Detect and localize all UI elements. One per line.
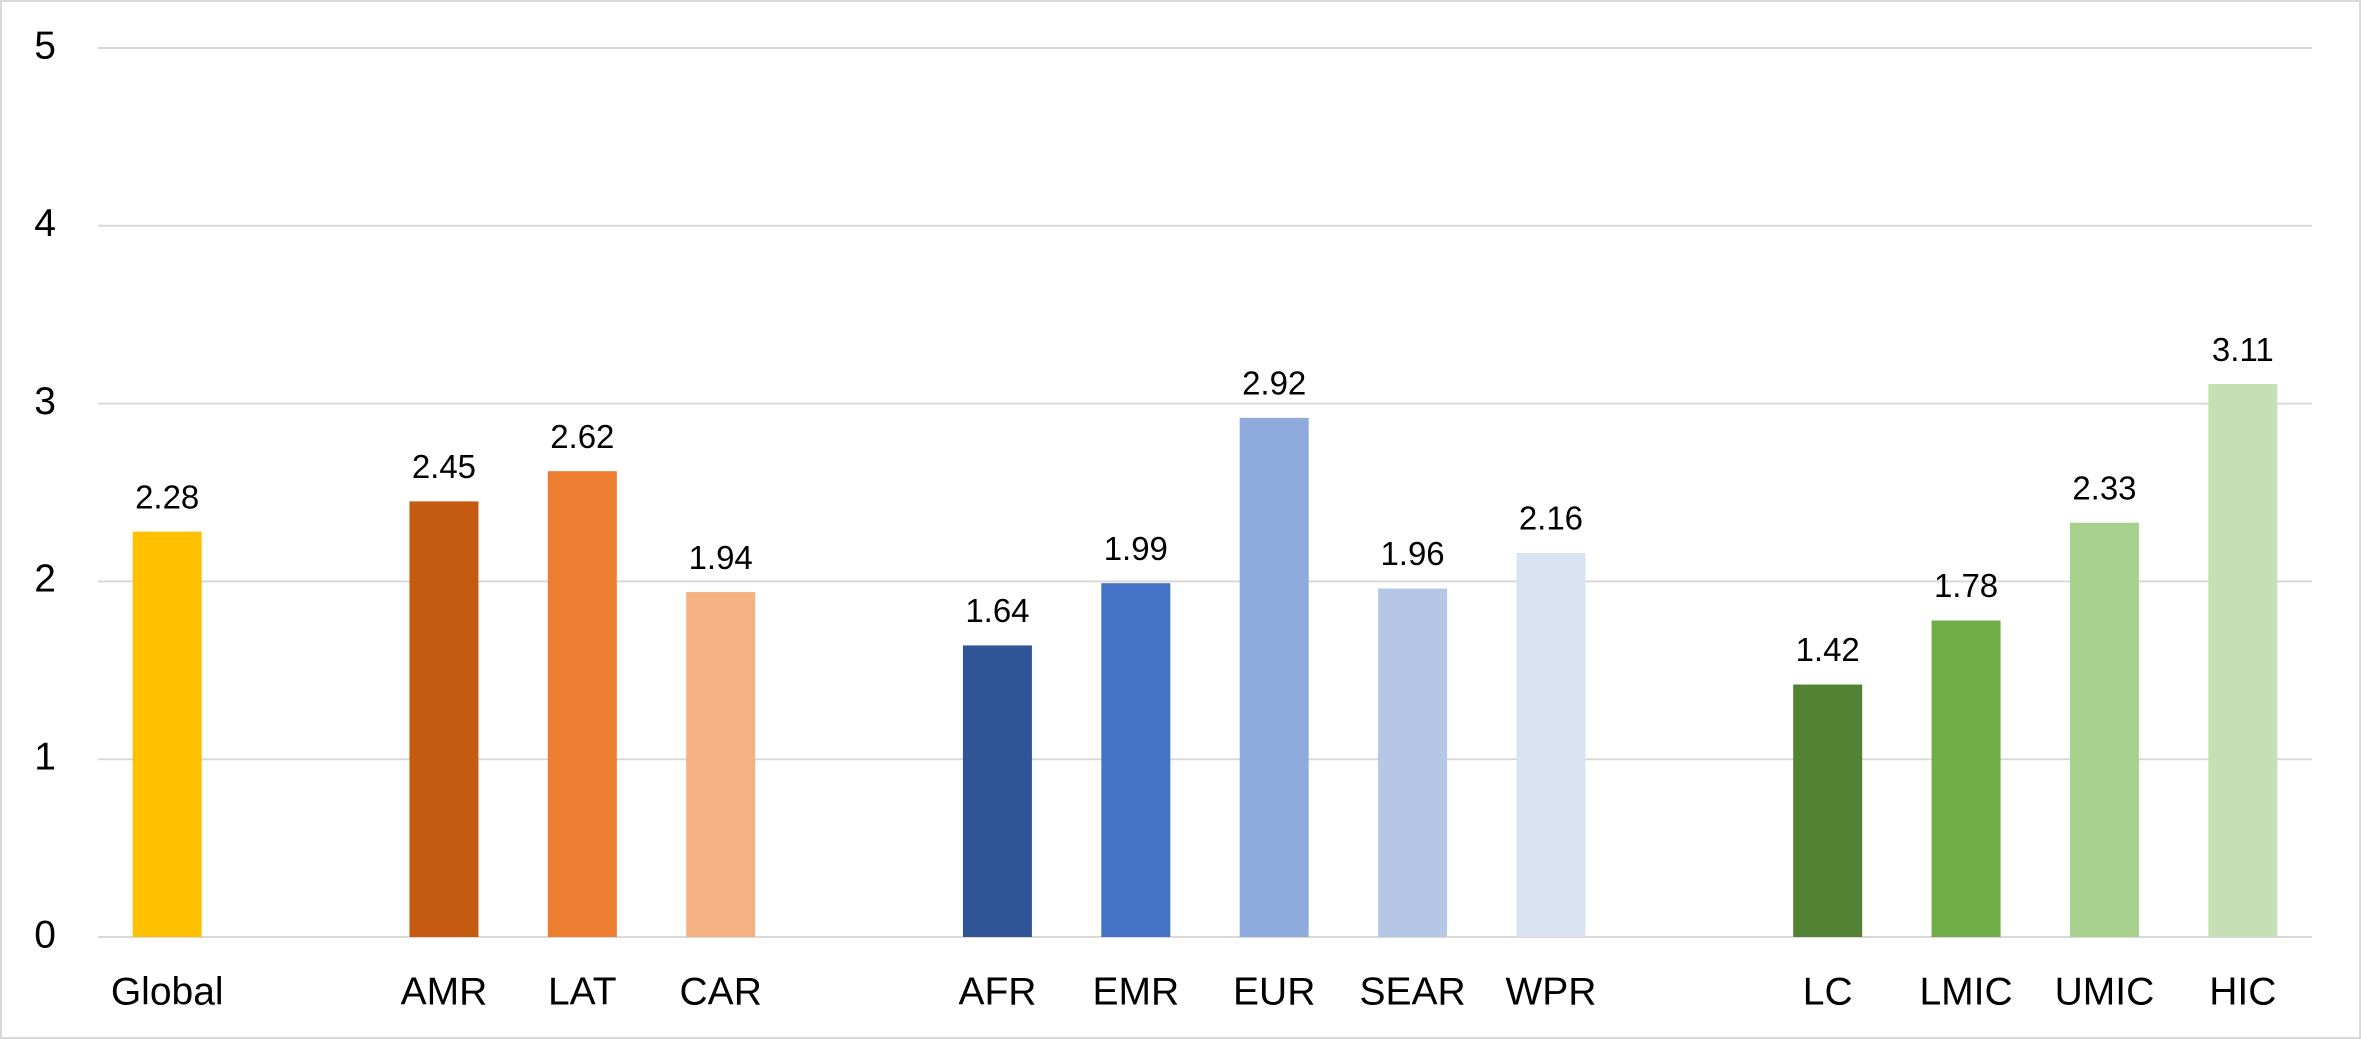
x-tick-label: EMR <box>1092 970 1179 1013</box>
bar <box>1101 583 1171 937</box>
bar <box>1516 552 1586 937</box>
bar <box>2208 384 2278 937</box>
x-tick-label: LMIC <box>1919 970 2012 1013</box>
y-tick-label: 0 <box>34 913 56 956</box>
value-label: 2.28 <box>135 478 199 515</box>
x-tick-label: LC <box>1803 970 1853 1013</box>
x-tick-label: CAR <box>680 970 762 1013</box>
value-label: 3.11 <box>2212 331 2274 368</box>
x-tick-label: AMR <box>401 970 488 1013</box>
value-label: 2.92 <box>1242 365 1306 402</box>
value-label: 2.45 <box>412 448 476 485</box>
value-label: 1.99 <box>1104 530 1168 567</box>
bar <box>1793 684 1863 937</box>
x-tick-label: AFR <box>958 970 1036 1013</box>
y-tick-label: 3 <box>34 380 56 423</box>
x-tick-label: WPR <box>1505 970 1596 1013</box>
value-label: 2.33 <box>2072 469 2136 506</box>
bar <box>409 501 479 937</box>
y-tick-label: 4 <box>34 202 56 245</box>
x-tick-label: SEAR <box>1359 970 1465 1013</box>
value-label: 1.94 <box>689 539 753 576</box>
value-label: 1.42 <box>1796 631 1860 668</box>
bar <box>1931 620 2001 937</box>
value-label: 1.64 <box>965 592 1029 629</box>
bar <box>962 645 1032 937</box>
value-label: 1.78 <box>1934 567 1998 604</box>
x-tick-label: EUR <box>1233 970 1315 1013</box>
bar <box>2069 522 2139 937</box>
x-tick-label: HIC <box>2209 970 2276 1013</box>
y-tick-label: 2 <box>34 558 56 601</box>
x-tick-label: UMIC <box>2055 970 2155 1013</box>
bar <box>686 592 756 937</box>
bar <box>1239 417 1309 938</box>
y-tick-label: 1 <box>34 735 56 778</box>
bar <box>1378 588 1448 937</box>
value-label: 2.16 <box>1519 500 1583 537</box>
x-tick-label: Global <box>111 970 224 1013</box>
x-tick-label: LAT <box>548 970 617 1013</box>
bar <box>547 471 617 937</box>
value-label: 1.96 <box>1380 535 1444 572</box>
y-tick-label: 5 <box>34 24 56 67</box>
value-label: 2.62 <box>550 418 614 455</box>
bar <box>132 531 202 937</box>
